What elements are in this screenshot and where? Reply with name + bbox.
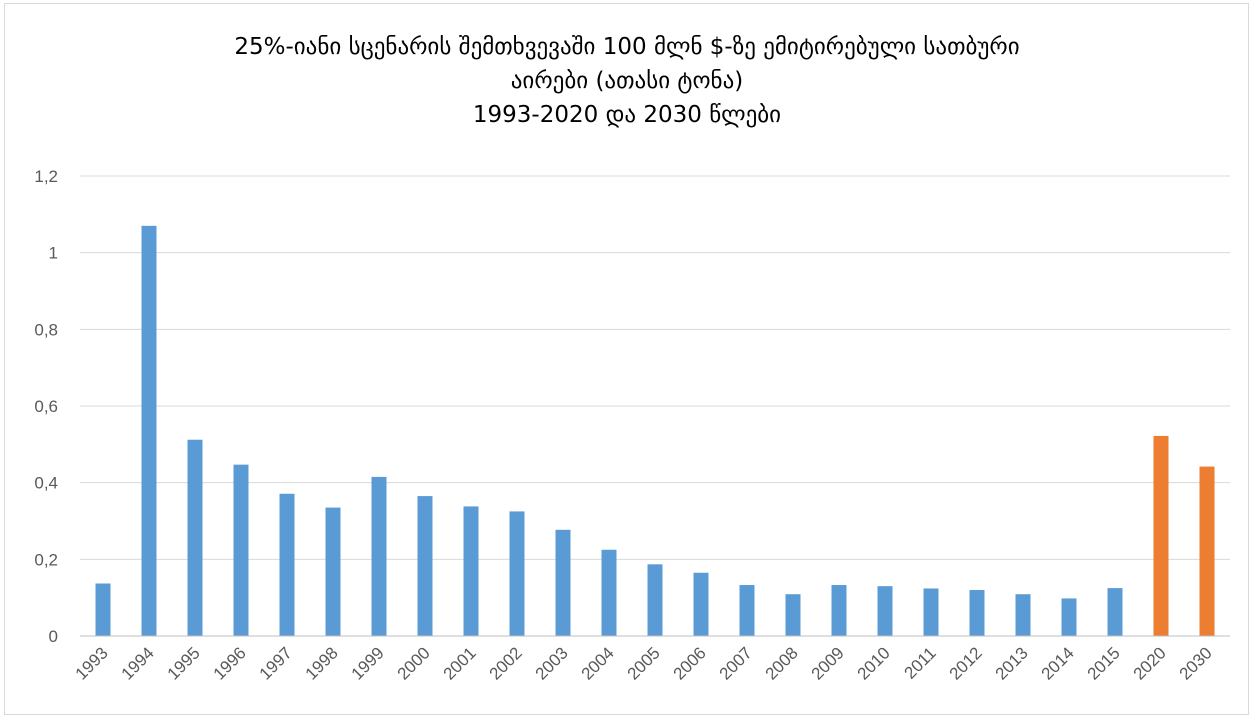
- bar-1994: [141, 225, 157, 637]
- x-tick-label: 2010: [854, 643, 894, 683]
- bar-1996: [233, 464, 249, 636]
- x-tick-label: 2007: [716, 643, 756, 683]
- bar-2003: [555, 529, 571, 636]
- bars: [95, 225, 1215, 637]
- x-tick-label: 2030: [1176, 643, 1216, 683]
- x-tick-label: 2003: [532, 643, 572, 683]
- x-tick-label: 1997: [256, 643, 296, 683]
- x-tick-label: 2014: [1038, 643, 1078, 683]
- bar-2030: [1199, 466, 1215, 636]
- y-tick-label: 1: [49, 244, 58, 263]
- bar-2009: [831, 585, 847, 636]
- bar-2008: [785, 594, 801, 636]
- x-tick-label: 2011: [901, 643, 940, 682]
- x-tick-label: 1999: [348, 643, 388, 683]
- bar-1995: [187, 439, 203, 636]
- gridlines: [80, 175, 1230, 560]
- x-tick-label: 2015: [1084, 643, 1124, 683]
- chart-title-line-3: 1993-2020 და 2030 წლები: [472, 102, 782, 128]
- bar-2005: [647, 564, 663, 636]
- x-tick-label: 1998: [302, 643, 342, 683]
- bar-2012: [969, 590, 985, 636]
- x-tick-label: 2000: [394, 643, 434, 683]
- bar-2020: [1153, 435, 1169, 636]
- bar-2007: [739, 585, 755, 636]
- y-tick-label: 1,2: [34, 167, 58, 186]
- x-tick-label: 1996: [210, 643, 250, 683]
- bar-2013: [1015, 594, 1031, 636]
- bar-1999: [371, 476, 387, 636]
- x-tick-label: 2012: [946, 643, 986, 683]
- bar-2000: [417, 496, 433, 636]
- x-tick-label: 2009: [808, 643, 848, 683]
- bar-2011: [923, 588, 939, 636]
- y-tick-label: 0: [49, 627, 58, 646]
- bar-2015: [1107, 588, 1123, 636]
- chart-frame: [4, 3, 1249, 715]
- bar-2002: [509, 511, 525, 636]
- chart-title-line-1: 25%-იანი სცენარის შემთხვევაში 100 მლნ $-…: [234, 34, 1020, 60]
- x-tick-label: 1995: [164, 643, 204, 683]
- x-tick-label: 1993: [72, 643, 112, 683]
- y-axis-ticks: 0 0,2 0,4 0,6 0,8 1 1,2: [34, 167, 58, 646]
- y-tick-label: 0,4: [34, 474, 58, 493]
- bar-2014: [1061, 598, 1077, 636]
- x-tick-label: 2006: [670, 643, 710, 683]
- chart-title-line-2: აირები (ათასი ტონა): [510, 68, 744, 94]
- bar-1993: [95, 583, 111, 636]
- x-tick-label: 2020: [1130, 643, 1170, 683]
- x-axis-ticks: 1993 1994 1995 1996 1997 1998 1999 2000 2001 2002…: [72, 643, 1216, 683]
- bar-2006: [693, 572, 709, 636]
- x-tick-label: 2002: [486, 643, 526, 683]
- x-tick-label: 2004: [578, 643, 618, 683]
- y-tick-label: 0,6: [34, 397, 58, 416]
- bar-2001: [463, 506, 479, 636]
- x-tick-label: 2013: [992, 643, 1032, 683]
- bar-1998: [325, 507, 341, 636]
- x-tick-label: 2001: [440, 643, 480, 683]
- bar-2004: [601, 549, 617, 636]
- x-tick-label: 2008: [762, 643, 802, 683]
- bar-2010: [877, 586, 893, 636]
- y-tick-label: 0,2: [34, 550, 58, 569]
- chart-title: 25%-იანი სცენარის შემთხვევაში 100 მლნ $-…: [0, 30, 1254, 132]
- x-tick-label: 1994: [118, 643, 158, 683]
- x-tick-label: 2005: [624, 643, 664, 683]
- y-tick-label: 0,8: [34, 320, 58, 339]
- bar-1997: [279, 493, 295, 636]
